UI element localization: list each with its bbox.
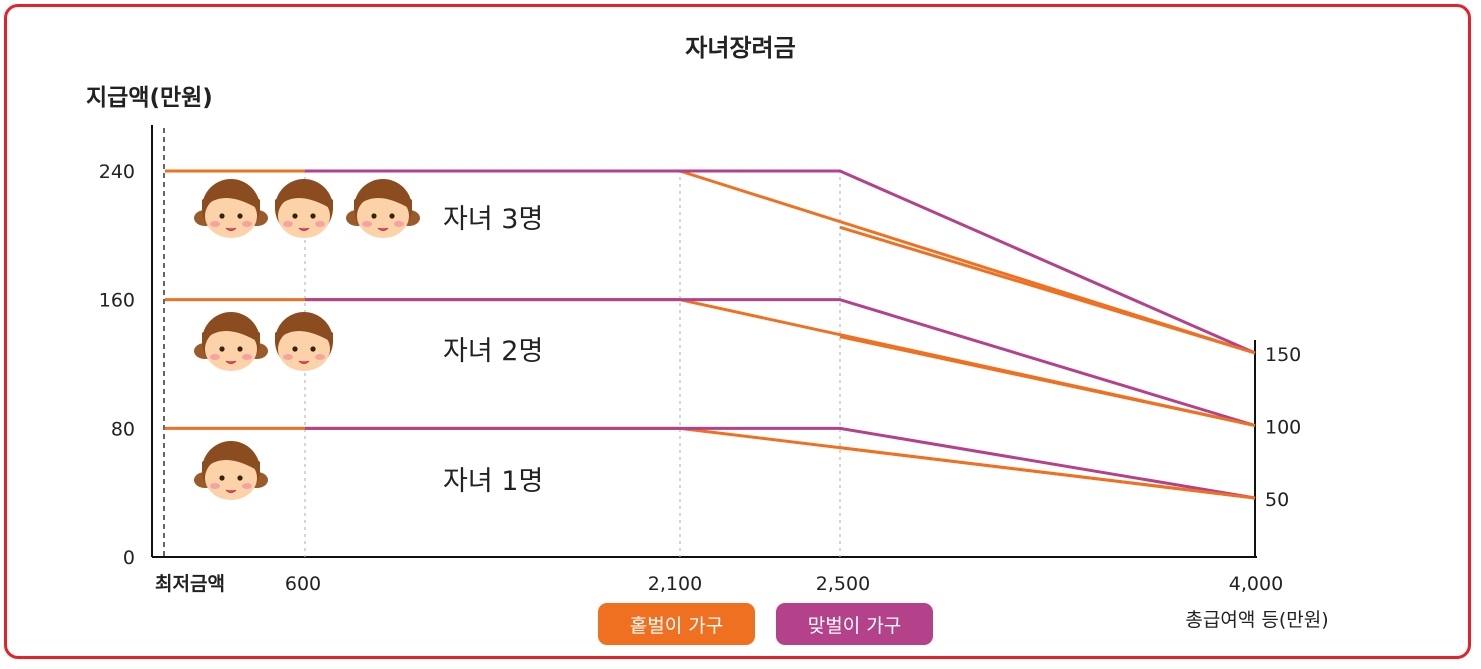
series-line-extra — [839, 225, 1256, 355]
right-tick-label: 100 — [1265, 417, 1301, 439]
x-tick-label: 2,100 — [648, 573, 702, 595]
x-axis-label: 총급여액 등(만원) — [1185, 609, 1328, 631]
chart-title: 자녀장려금 — [685, 34, 796, 62]
child-face-icon — [346, 179, 420, 238]
group-annotation: 자녀 2명 — [443, 336, 543, 367]
right-tick-label: 50 — [1265, 489, 1289, 511]
series-line — [305, 169, 1256, 355]
group-annotation: 자녀 3명 — [443, 204, 543, 235]
x-tick-label: 최저금액 — [155, 573, 225, 595]
child-face-icon — [194, 441, 268, 500]
series-line-extra — [839, 335, 1256, 427]
child-face-icon — [275, 179, 333, 238]
x-tick-label: 4,000 — [1229, 573, 1283, 595]
right-tick-label: 150 — [1265, 344, 1301, 366]
series-line-extra — [839, 446, 1256, 500]
y-tick-label: 0 — [123, 547, 135, 569]
group-annotation: 자녀 1명 — [443, 466, 543, 497]
series-line — [305, 298, 1256, 427]
y-axis-label: 지급액(만원) — [86, 85, 213, 111]
legend-dual-income: 맞벌이 가구 — [776, 603, 933, 645]
child-face-icon — [275, 312, 333, 371]
x-tick-label: 600 — [285, 573, 321, 595]
child-face-icon — [194, 179, 268, 238]
series-line — [305, 426, 1256, 500]
x-tick-label: 2,500 — [816, 573, 870, 595]
y-tick-label: 80 — [111, 418, 135, 440]
y-tick-label: 240 — [99, 161, 135, 183]
y-tick-label: 160 — [99, 290, 135, 312]
legend-single-income: 홑벌이 가구 — [598, 603, 755, 645]
series-line — [165, 426, 1256, 500]
series-line — [165, 298, 1256, 427]
child-face-icon — [194, 312, 268, 371]
